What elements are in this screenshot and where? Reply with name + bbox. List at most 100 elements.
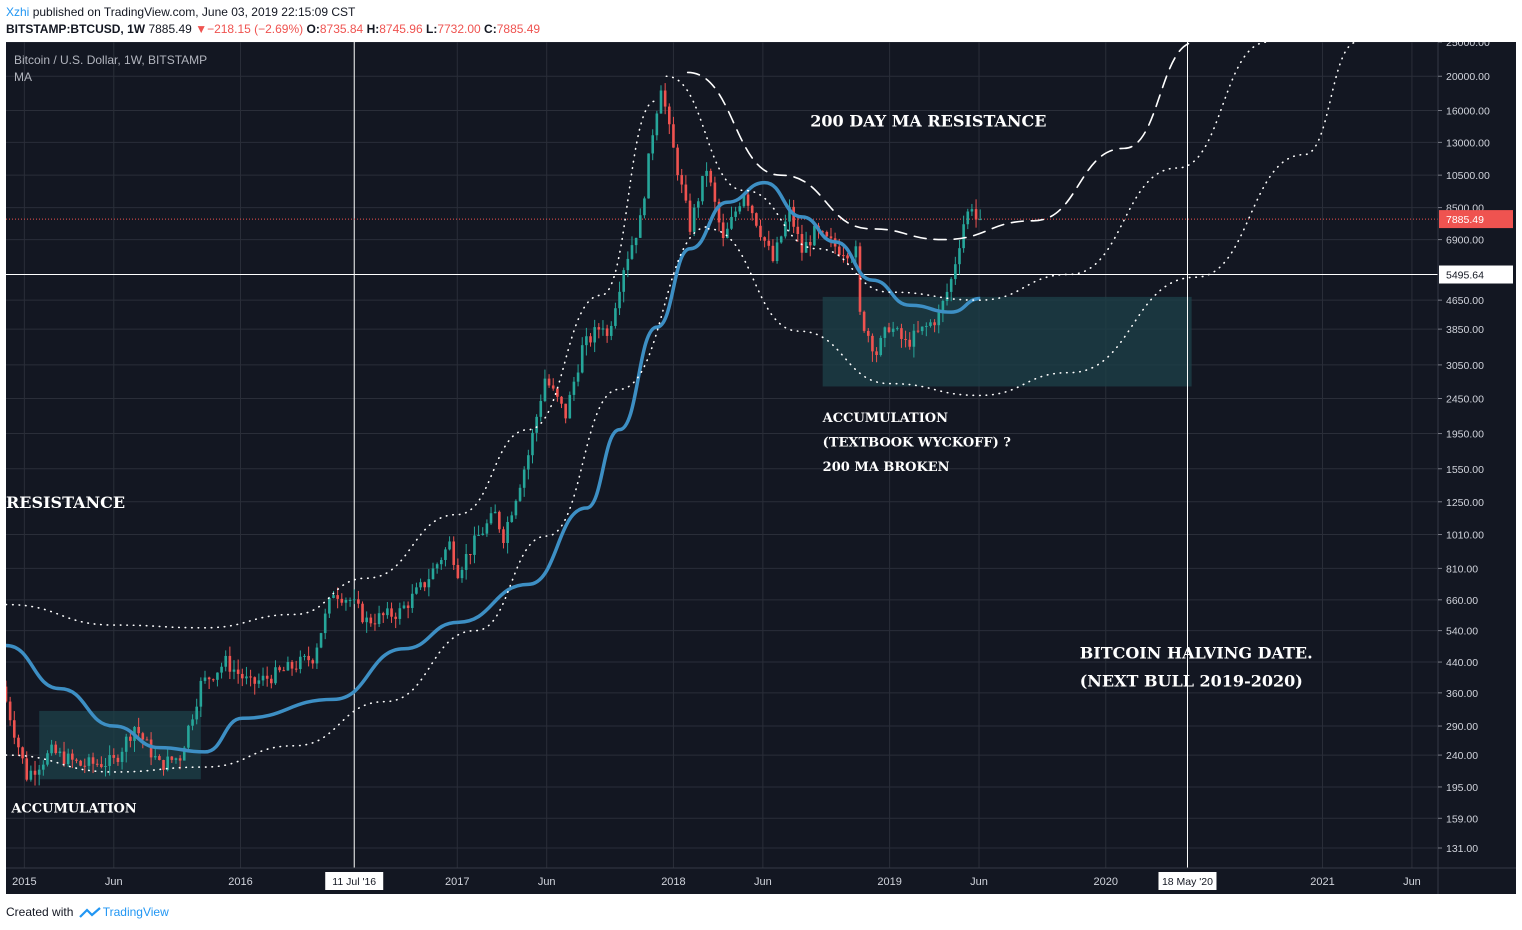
- candle-body: [344, 599, 348, 603]
- candle-body: [469, 553, 472, 555]
- candle-body: [435, 564, 439, 569]
- candle-body: [245, 676, 248, 679]
- candle-body: [597, 327, 601, 330]
- candle-body: [464, 553, 468, 570]
- candle-body: [452, 541, 456, 565]
- low-label: L:: [425, 22, 438, 36]
- candle-body: [912, 330, 916, 347]
- candle-body: [684, 184, 688, 201]
- candle-body: [62, 751, 66, 765]
- candle-body: [697, 201, 700, 208]
- indicator-label: MA: [14, 70, 32, 84]
- candle-body: [531, 432, 534, 456]
- candle-body: [315, 647, 319, 664]
- candle-body: [564, 403, 567, 419]
- candle-body: [680, 175, 684, 185]
- y-tick-label: 440.00: [1446, 657, 1478, 669]
- candle-body: [456, 564, 460, 579]
- candle-body: [622, 270, 625, 292]
- candle-body: [369, 617, 373, 624]
- annotation-text: 200 DAY MA RESISTANCE: [810, 112, 1046, 131]
- high-value: 8745.96: [379, 22, 423, 36]
- candle-body: [813, 225, 816, 246]
- price-label-box: [1439, 210, 1513, 229]
- y-tick-label: 810.00: [1446, 563, 1478, 575]
- x-tick-label: 2015: [12, 876, 36, 888]
- price-label: 5495.64: [1446, 270, 1484, 282]
- candle-body: [6, 686, 8, 702]
- price-chart[interactable]: 200 DAY MA RESISTANCE ACCUMULATION (TEXTBO…: [6, 42, 1516, 894]
- candle-body: [224, 655, 228, 667]
- candle-body: [821, 231, 824, 233]
- candle-body: [75, 759, 78, 761]
- x-tick-label: 2018: [661, 876, 685, 888]
- candle-body: [738, 206, 742, 212]
- candle-body: [87, 757, 91, 766]
- candle-body: [270, 678, 273, 684]
- y-tick-label: 159.00: [1446, 813, 1478, 825]
- low-value: 7732.00: [437, 22, 481, 36]
- candle-body: [502, 529, 505, 544]
- candle-body: [240, 673, 244, 679]
- open-value: 8735.84: [319, 22, 364, 36]
- candle-body: [916, 330, 920, 332]
- candle-body: [763, 237, 766, 241]
- publish-info: Xzhi published on TradingView.com, June …: [6, 5, 355, 19]
- candle-body: [974, 209, 978, 220]
- ohlc-bar: BITSTAMP:BTCUSD, 1W 7885.49 ▼−218.15 (−2…: [6, 22, 540, 36]
- candle-body: [332, 595, 335, 598]
- candle-body: [170, 756, 174, 760]
- candle-body: [17, 737, 20, 748]
- x-tick-label: 2019: [877, 876, 901, 888]
- candle-body: [377, 613, 381, 625]
- candle-body: [568, 394, 572, 419]
- date-marker-label: 18 May '20: [1162, 876, 1213, 888]
- candle-body: [638, 215, 642, 238]
- candle-body: [299, 656, 302, 670]
- candle-body: [788, 206, 791, 222]
- candle-body: [667, 106, 671, 125]
- candle-body: [854, 246, 858, 258]
- candle-body: [891, 328, 895, 332]
- candle-body: [286, 661, 290, 671]
- candle-body: [560, 396, 563, 404]
- candle-body: [124, 736, 128, 752]
- candle-body: [199, 680, 203, 707]
- candle-body: [647, 153, 650, 199]
- candle-body: [626, 258, 630, 271]
- annotation-text: (NEXT BULL 2019-2020): [1080, 672, 1303, 691]
- chart-title: Bitcoin / U.S. Dollar, 1W, BITSTAMP: [14, 53, 207, 67]
- candle-body: [547, 378, 551, 386]
- candle-body: [925, 325, 928, 327]
- candle-body: [319, 633, 323, 648]
- candle-body: [166, 756, 169, 770]
- candle-body: [357, 599, 360, 604]
- candle-body: [759, 225, 762, 238]
- candle-body: [900, 328, 903, 339]
- candle-body: [966, 211, 970, 225]
- candle-body: [50, 744, 53, 754]
- candle-body: [274, 667, 277, 684]
- candle-body: [25, 758, 29, 780]
- change-arrow-icon: ▼: [195, 22, 208, 36]
- candle-body: [328, 597, 331, 614]
- change-value: −218.15 (−2.69%): [207, 22, 304, 36]
- resistance-arc-curve: [686, 42, 1197, 241]
- candle-body: [713, 182, 717, 202]
- y-tick-label: 660.00: [1446, 595, 1478, 607]
- candle-body: [580, 345, 584, 373]
- candle-body: [33, 770, 37, 775]
- candles-group: [6, 83, 982, 786]
- candle-body: [527, 455, 530, 470]
- candle-body: [348, 599, 352, 601]
- x-tick-label: 2017: [445, 876, 469, 888]
- y-tick-label: 3050.00: [1446, 360, 1484, 372]
- candle-body: [485, 523, 489, 534]
- tradingview-link[interactable]: TradingView: [102, 905, 169, 919]
- candle-body: [191, 719, 194, 726]
- candle-body: [929, 322, 932, 326]
- x-tick-label: Jun: [970, 876, 988, 888]
- y-tick-label: 290.00: [1446, 721, 1478, 733]
- author-link[interactable]: Xzhi: [6, 5, 30, 19]
- ma-line: [6, 180, 981, 754]
